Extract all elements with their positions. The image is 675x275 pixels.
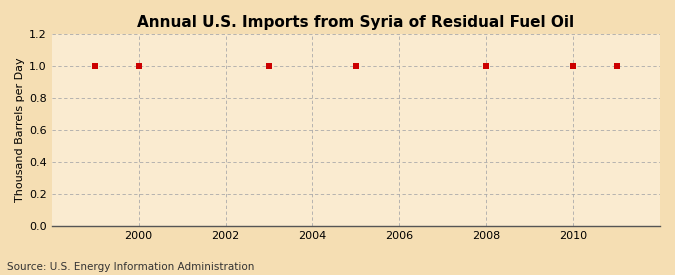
Point (350, 64, 361, 68)
Text: Source: U.S. Energy Information Administration: Source: U.S. Energy Information Administ… (7, 262, 254, 272)
Title: Annual U.S. Imports from Syria of Residual Fuel Oil: Annual U.S. Imports from Syria of Residu… (137, 15, 574, 30)
Point (568, 64, 578, 68)
Point (264, 64, 275, 68)
Point (133, 64, 144, 68)
Point (611, 64, 622, 68)
Point (90, 64, 101, 68)
Point (481, 64, 491, 68)
Y-axis label: Thousand Barrels per Day: Thousand Barrels per Day (15, 57, 25, 202)
